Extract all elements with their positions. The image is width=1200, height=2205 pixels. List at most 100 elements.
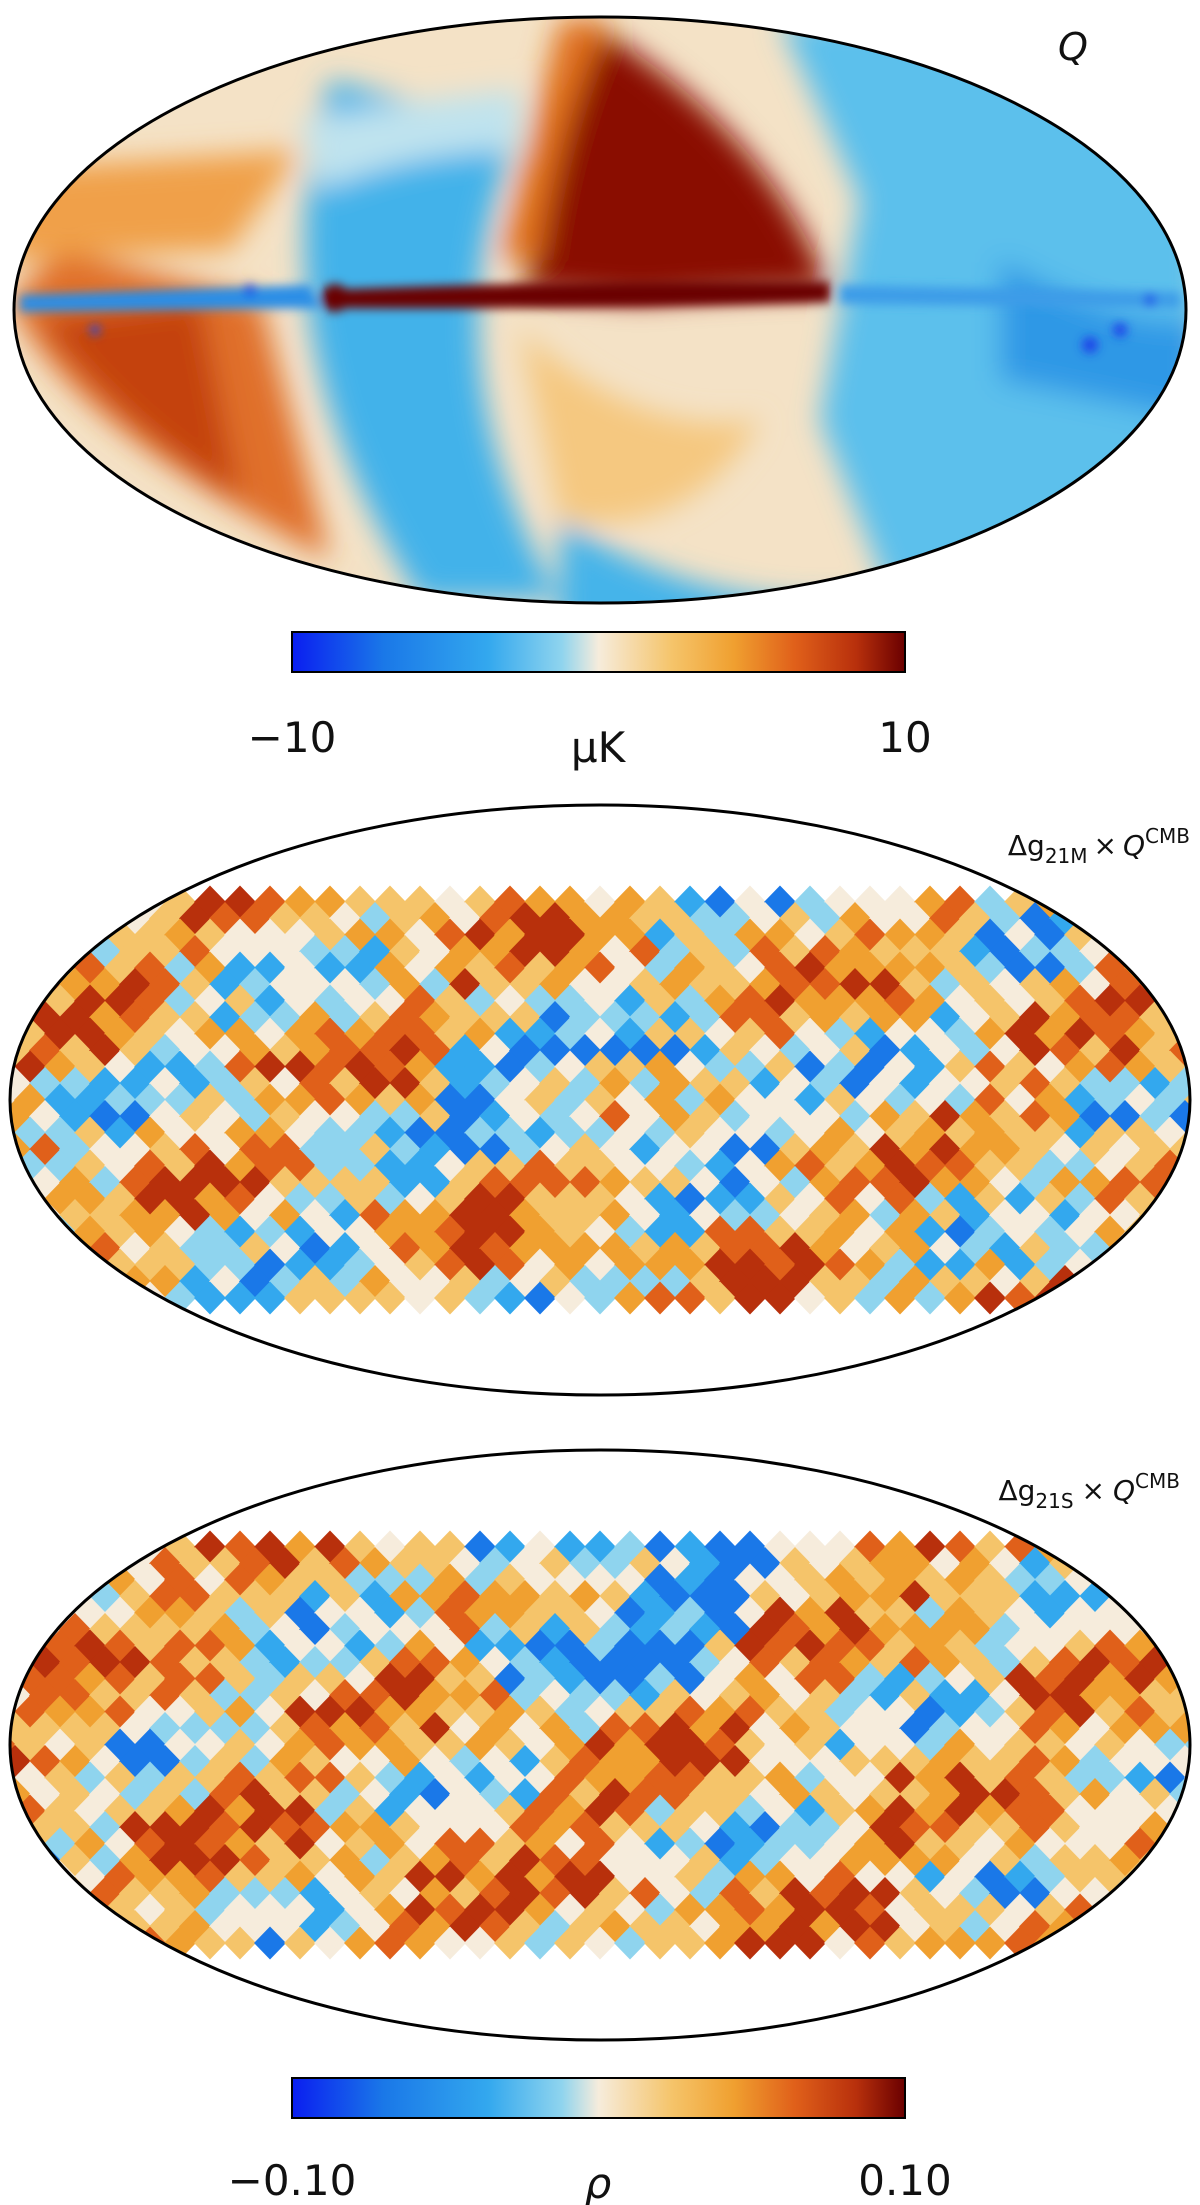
map-pixel xyxy=(1154,1530,1186,1564)
corr-21s-outline xyxy=(8,1448,1192,2042)
map-pixel xyxy=(1184,1893,1190,1927)
corr-21s-pixels xyxy=(0,1530,1190,1960)
map-pixel xyxy=(1184,1281,1190,1315)
map-pixel xyxy=(44,1248,76,1282)
map-pixel xyxy=(1124,918,1156,952)
map-pixel xyxy=(1139,1547,1171,1580)
map-pixel xyxy=(494,1926,526,1960)
map-pixel xyxy=(194,1926,226,1960)
map-pixel xyxy=(944,1926,976,1960)
map-pixel xyxy=(14,1893,46,1927)
map-pixel xyxy=(14,1248,46,1282)
map-pixel xyxy=(104,1926,136,1960)
map-pixel xyxy=(674,1281,706,1315)
map-pixel xyxy=(1184,1662,1190,1696)
map-pixel xyxy=(1169,968,1190,1001)
map-pixel xyxy=(884,1281,916,1315)
map-pixel xyxy=(0,1547,1,1580)
map-pixel xyxy=(1124,1563,1156,1597)
map-pixel xyxy=(0,1646,1,1679)
map-pixel xyxy=(74,885,106,919)
map-pixel xyxy=(1184,1215,1190,1249)
map-pixel xyxy=(1154,1215,1186,1249)
map-pixel xyxy=(0,1811,1,1844)
map-pixel xyxy=(14,1530,46,1564)
map-pixel xyxy=(10,902,31,935)
map-pixel xyxy=(0,935,1,968)
map-pixel xyxy=(1169,1613,1190,1646)
map-pixel xyxy=(1094,1281,1126,1315)
map-pixel xyxy=(29,1232,61,1265)
map-pixel xyxy=(10,1910,31,1943)
map-pixel xyxy=(194,1281,226,1315)
map-pixel xyxy=(1124,1248,1156,1282)
map-pixel xyxy=(1139,902,1171,935)
map-pixel xyxy=(944,1281,976,1315)
map-pixel xyxy=(1154,951,1186,985)
map-pixel xyxy=(614,1281,646,1315)
map-pixel xyxy=(824,1281,856,1315)
map-pixel xyxy=(10,1596,16,1630)
map-pixel xyxy=(584,1926,616,1960)
map-pixel xyxy=(644,1926,676,1960)
map-pixel xyxy=(1139,935,1171,968)
map-pixel xyxy=(10,1547,31,1580)
map-pixel xyxy=(10,1199,31,1232)
map-pixel xyxy=(1169,1547,1190,1580)
map-pixel xyxy=(1184,885,1190,919)
map-pixel xyxy=(824,1926,856,1960)
map-pixel xyxy=(10,1248,16,1282)
map-pixel xyxy=(1154,1926,1186,1960)
map-pixel xyxy=(0,1232,1,1265)
map-pixel xyxy=(644,1281,676,1315)
map-pixel xyxy=(44,1563,76,1597)
map-pixel xyxy=(59,1265,91,1298)
map-pixel xyxy=(1169,1580,1190,1613)
map-pixel xyxy=(344,1926,376,1960)
map-pixel xyxy=(14,1563,46,1597)
map-pixel xyxy=(794,1281,826,1315)
map-pixel xyxy=(884,1926,916,1960)
map-pixel xyxy=(1184,951,1190,985)
map-pixel xyxy=(0,1745,1,1778)
map-pixel xyxy=(1109,1547,1141,1580)
map-pixel xyxy=(10,968,31,1001)
map-pixel xyxy=(224,1926,256,1960)
map-pixel xyxy=(764,1926,796,1960)
map-pixel xyxy=(734,1281,766,1315)
map-pixel xyxy=(1169,1844,1190,1877)
map-pixel xyxy=(314,1281,346,1315)
map-pixel xyxy=(224,1281,256,1315)
map-pixel xyxy=(29,1265,61,1298)
map-pixel xyxy=(10,1844,31,1877)
map-pixel xyxy=(29,1580,61,1613)
map-pixel xyxy=(44,1893,76,1927)
map-pixel xyxy=(10,1563,16,1597)
map-pixel xyxy=(1154,1893,1186,1927)
map-pixel xyxy=(10,1827,16,1861)
map-pixel xyxy=(10,984,16,1018)
map-pixel xyxy=(254,1926,286,1960)
map-pixel xyxy=(1184,1827,1190,1861)
map-pixel xyxy=(1139,1580,1171,1613)
corr-21m-pixels xyxy=(0,885,1190,1315)
map-pixel xyxy=(1124,885,1156,919)
colorbar-top-gradient xyxy=(291,631,906,673)
map-pixel xyxy=(44,918,76,952)
map-pixel xyxy=(1154,1281,1186,1315)
map-pixel xyxy=(10,1926,16,1960)
map-pixel xyxy=(29,902,61,935)
colorbar-bottom-gradient xyxy=(291,2077,906,2119)
map-pixel xyxy=(974,1281,1006,1315)
map-pixel xyxy=(374,1281,406,1315)
map-pixel xyxy=(74,1530,106,1564)
map-pixel xyxy=(10,1281,16,1315)
map-pixel xyxy=(104,885,136,919)
map-pixel xyxy=(1184,1629,1190,1663)
colorbar-bottom-max: 0.10 xyxy=(858,2156,952,2205)
map-pixel xyxy=(704,1281,736,1315)
map-pixel xyxy=(0,1034,1,1067)
map-pixel xyxy=(14,1926,46,1960)
map-pixel xyxy=(1139,1265,1171,1298)
map-pixel xyxy=(1184,1248,1190,1282)
